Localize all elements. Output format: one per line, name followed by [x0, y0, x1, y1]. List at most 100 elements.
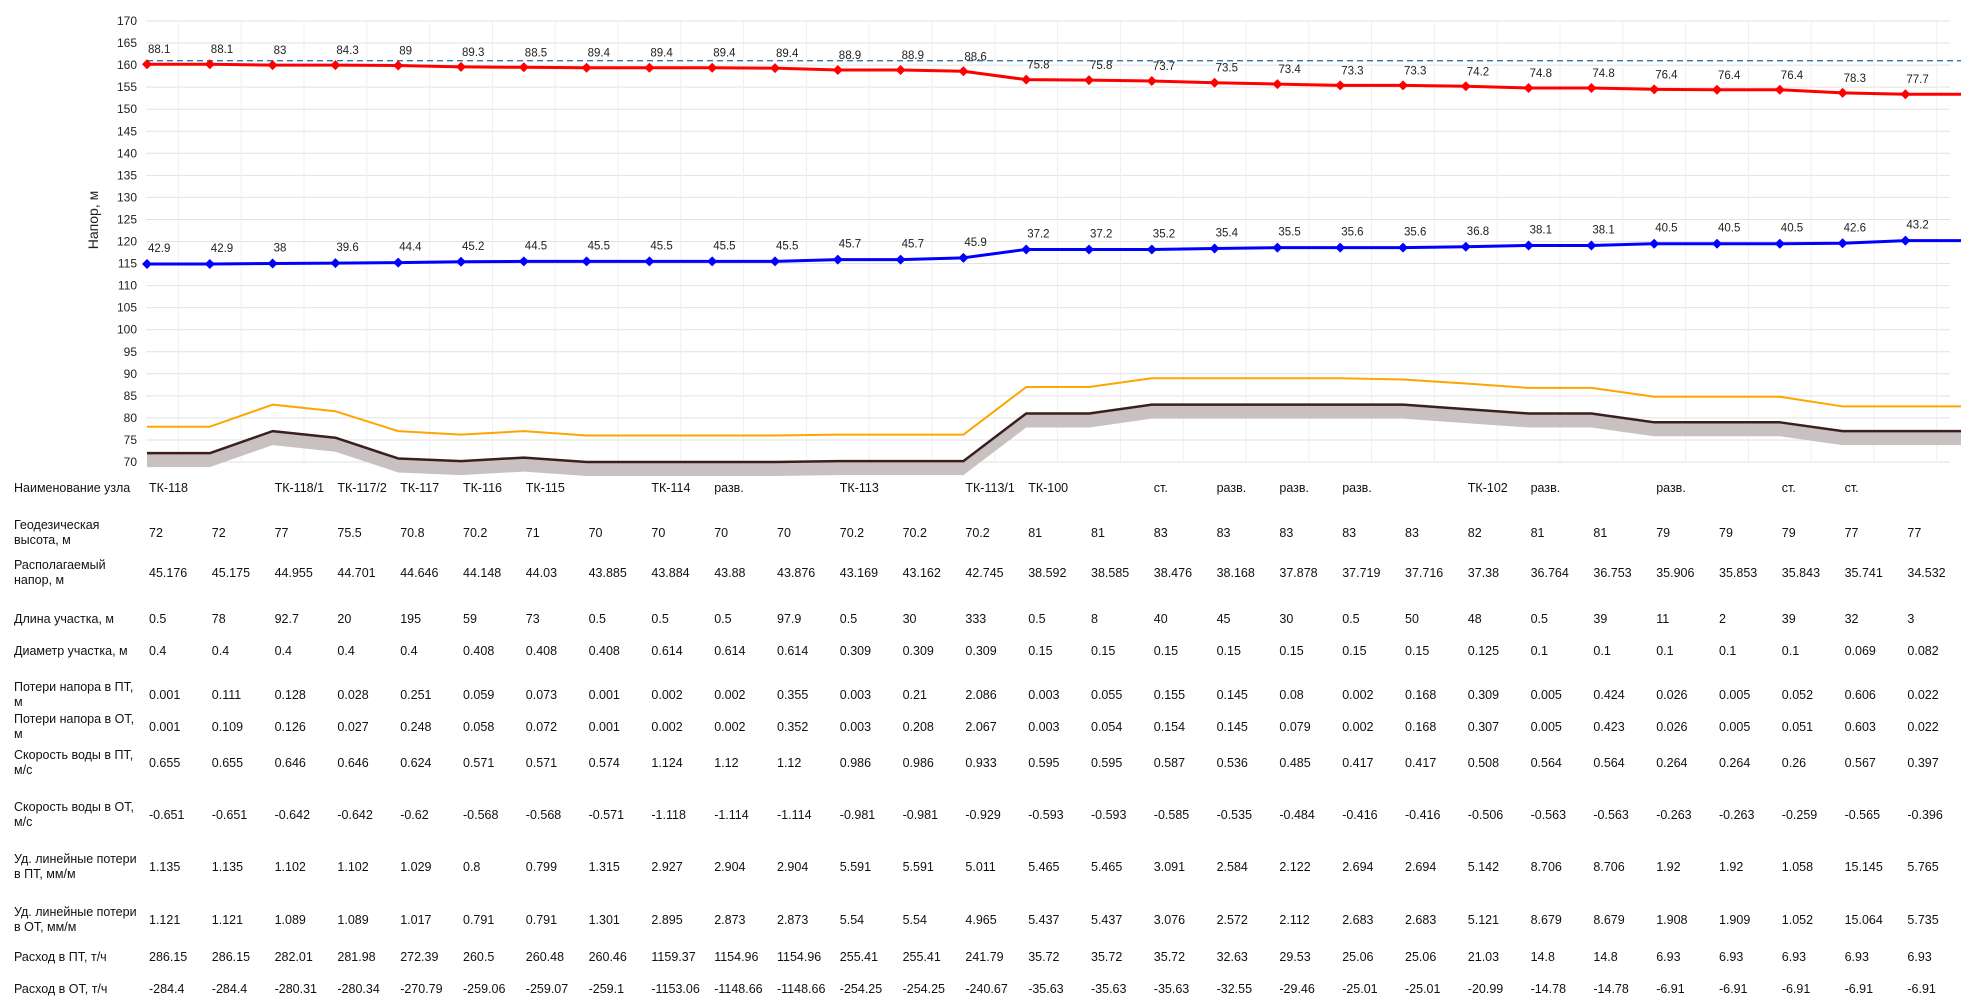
- table-cell: 0.5: [1342, 612, 1360, 626]
- data-labels: 88.1 88.1 83 84.3 89 89.3 88.5 89.4 89.4 89.4 89.4…: [148, 44, 1929, 255]
- table-cell: 0.168: [1405, 688, 1437, 702]
- table-cell: 0.614: [714, 644, 746, 658]
- table-cell: 1.029: [400, 860, 432, 874]
- supply-data-label: 74.8: [1592, 68, 1614, 80]
- table-cell: 0.15: [1153, 644, 1179, 658]
- table-cell: 281.98: [337, 950, 376, 964]
- table-cell: 0.8: [463, 860, 481, 874]
- return-point: [1774, 238, 1785, 249]
- table-cell: 0.799: [525, 860, 558, 874]
- table-cell: ТК-118: [149, 481, 189, 495]
- return-point: [707, 256, 718, 267]
- table-cell: 0.564: [1593, 756, 1625, 770]
- return-point: [958, 252, 969, 263]
- table-cell: 6.93: [1781, 950, 1807, 964]
- table-cell: 36.764: [1530, 566, 1569, 580]
- table-cell: 0.933: [965, 756, 997, 770]
- supply-point: [518, 62, 529, 73]
- supply-point: [644, 62, 655, 73]
- table-row-label: Потери напора в ПТ, м: [14, 680, 134, 709]
- table-cell: 0.397: [1907, 756, 1939, 770]
- table-cell: 1.102: [274, 860, 306, 874]
- table-cell: 81: [1530, 526, 1545, 540]
- table-cell: 70.2: [839, 526, 865, 540]
- table-cell: -240.67: [965, 982, 1008, 996]
- ground-line: [147, 403, 1961, 464]
- supply-point: [1335, 80, 1346, 91]
- y-tick-label: 130: [117, 190, 137, 204]
- table-cell: -25.01: [1405, 982, 1441, 996]
- table-cell: 81: [1091, 526, 1105, 540]
- table-cell: 2.904: [714, 860, 746, 874]
- table-cell: -1148.66: [714, 982, 763, 996]
- table-cell: 0.15: [1216, 644, 1241, 658]
- table-cell: 0.417: [1405, 756, 1437, 770]
- return-point: [1837, 238, 1848, 249]
- table-cell: 11: [1656, 612, 1670, 626]
- supply-point: [204, 59, 215, 70]
- table-cell: 0.022: [1907, 688, 1939, 702]
- table-cell: 0.08: [1279, 688, 1304, 702]
- table-cell: 32.63: [1216, 950, 1248, 964]
- table-cell: 43.885: [588, 566, 627, 580]
- table-cell: 0.352: [777, 720, 809, 734]
- table-cell: -0.593: [1028, 808, 1064, 822]
- table-cell: -1148.66: [777, 982, 826, 996]
- table-row-label: Располагаемый напор, м: [14, 558, 106, 587]
- return-head-line: [147, 239, 1961, 266]
- table-cell: 0.026: [1656, 688, 1688, 702]
- table-cell: -0.642: [337, 808, 373, 822]
- table-cell: 1.92: [1656, 860, 1681, 874]
- table-row-label: Геодезическая высота, м: [14, 518, 100, 547]
- supply-data-label: 75.8: [1090, 60, 1112, 72]
- table-cell: -0.263: [1719, 808, 1755, 822]
- table-row-label: Расход в ПТ, т/ч: [14, 950, 107, 964]
- building-height-line: [147, 377, 1961, 437]
- return-point: [1335, 242, 1346, 253]
- table-cell: 73: [525, 612, 540, 626]
- table-cell: 34.532: [1907, 566, 1946, 580]
- table-cell: -0.568: [525, 808, 562, 822]
- return-point: [518, 256, 529, 267]
- supply-data-label: 76.4: [1718, 70, 1741, 82]
- table-cell: 72: [149, 526, 163, 540]
- table-cell: 0.001: [149, 688, 181, 702]
- table-cell: 0.15: [1279, 644, 1304, 658]
- table-cell: 38.168: [1216, 566, 1255, 580]
- supply-data-label: 88.6: [964, 51, 986, 63]
- table-cell: 0.005: [1530, 720, 1562, 734]
- table-cell: разв.: [1656, 481, 1686, 495]
- table-cell: 0.002: [714, 688, 746, 702]
- table-cell: 0.054: [1091, 720, 1123, 734]
- table-cell: 0.003: [839, 688, 872, 702]
- supply-point: [1398, 80, 1408, 91]
- supply-data-label: 89.4: [776, 48, 799, 60]
- table-cell: 92.7: [274, 612, 299, 626]
- table-cell: 45: [1216, 612, 1231, 626]
- supply-data-label: 89.4: [713, 48, 736, 60]
- table-cell: -0.506: [1467, 808, 1504, 822]
- table-cell: 0.264: [1719, 756, 1751, 770]
- table-cell: 35.843: [1781, 566, 1821, 580]
- table-cell: ТК-117: [400, 481, 440, 495]
- y-tick-label: 115: [118, 257, 137, 271]
- table-cell: 6.93: [1719, 950, 1744, 964]
- table-cell: 79: [1781, 526, 1796, 540]
- table-cell: 43.884: [651, 566, 690, 580]
- table-cell: 0.248: [400, 720, 432, 734]
- y-tick-label: 140: [117, 146, 137, 160]
- table-cell: -6.91: [1719, 982, 1748, 996]
- return-data-label: 37.2: [1090, 228, 1112, 240]
- table-cell: 40: [1153, 612, 1168, 626]
- table-cell: 0.574: [588, 756, 620, 770]
- return-data-label: 35.4: [1216, 228, 1239, 240]
- supply-data-label: 73.4: [1278, 64, 1301, 76]
- return-point: [1146, 244, 1157, 255]
- return-data-label: 42.6: [1844, 222, 1866, 234]
- table-cell: 5.735: [1907, 913, 1939, 927]
- table-row-label: Скорость воды в ОТ, м/с: [14, 800, 134, 829]
- table-cell: -1.114: [714, 808, 749, 822]
- table-cell: 0.986: [902, 756, 934, 770]
- table-cell: -280.34: [337, 982, 380, 996]
- table-cell: 0.655: [149, 756, 181, 770]
